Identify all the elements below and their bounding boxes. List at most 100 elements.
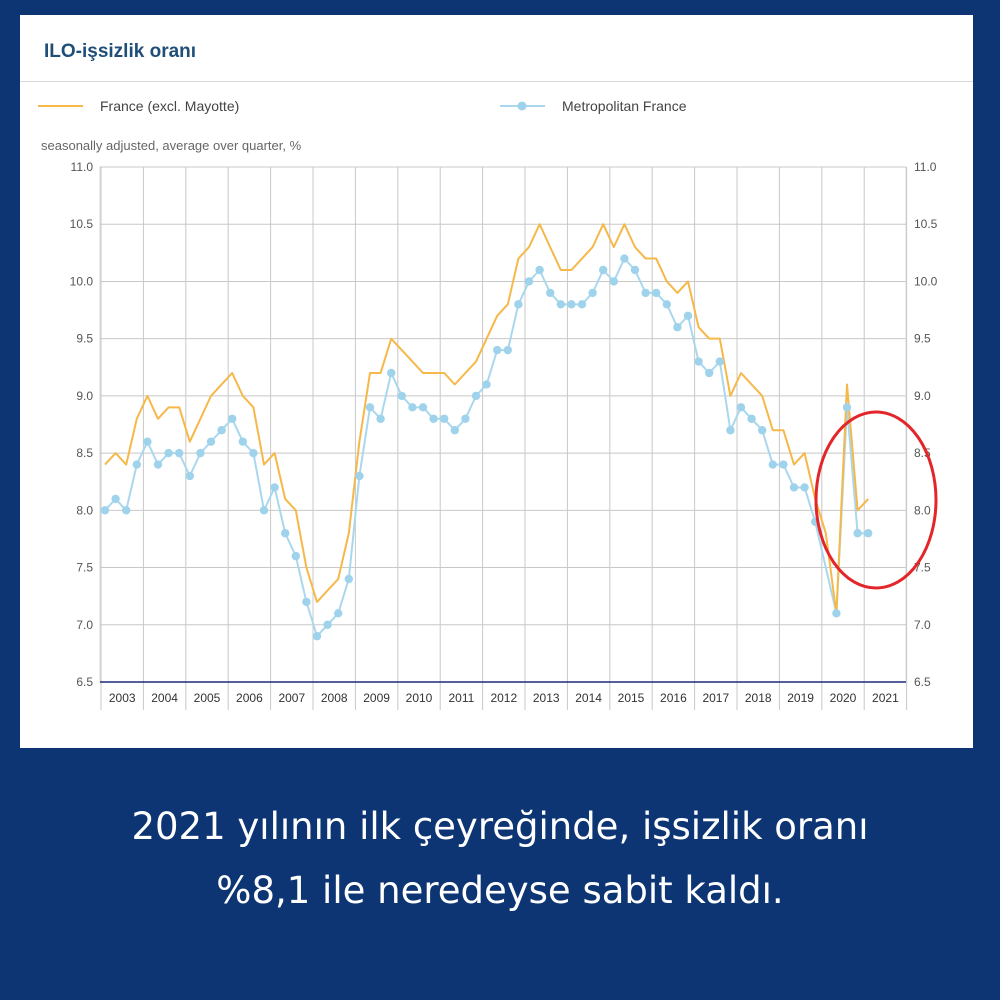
x-tick-label: 2012 xyxy=(490,691,517,705)
legend-metropolitan-marker xyxy=(517,101,527,111)
data-point-metropolitan xyxy=(249,448,258,458)
chart-subtitle: seasonally adjusted, average over quarte… xyxy=(41,138,302,153)
data-point-metropolitan xyxy=(355,471,364,481)
data-point-metropolitan xyxy=(281,529,290,538)
data-point-metropolitan xyxy=(153,460,163,469)
data-point-metropolitan xyxy=(397,391,406,401)
x-tick-label: 2015 xyxy=(618,691,645,705)
data-point-metropolitan xyxy=(556,300,565,309)
data-point-metropolitan xyxy=(535,265,544,275)
data-point-metropolitan xyxy=(630,265,640,275)
caption: 2021 yılının ilk çeyreğinde, işsizlik or… xyxy=(0,795,1000,923)
data-point-metropolitan xyxy=(111,494,120,504)
data-point-metropolitan xyxy=(673,323,682,332)
x-tick-label: 2004 xyxy=(151,691,178,705)
y-tick-label-right: 8.0 xyxy=(914,503,931,517)
data-point-metropolitan xyxy=(217,426,226,435)
data-point-metropolitan xyxy=(408,403,417,412)
x-tick-label: 2016 xyxy=(660,691,687,705)
data-point-metropolitan xyxy=(100,506,110,515)
data-point-metropolitan xyxy=(493,345,502,355)
data-point-metropolitan xyxy=(800,483,809,492)
data-point-metropolitan xyxy=(832,609,841,618)
data-point-metropolitan xyxy=(864,529,873,538)
x-tick-label: 2003 xyxy=(109,691,136,705)
data-point-metropolitan xyxy=(344,574,353,584)
y-tick-label-right: 6.5 xyxy=(914,675,931,689)
data-point-metropolitan xyxy=(270,483,279,492)
y-tick-label-right: 9.0 xyxy=(914,389,931,403)
x-tick-label: 2013 xyxy=(533,691,560,705)
y-tick-label-left: 6.5 xyxy=(76,675,93,689)
x-tick-label: 2005 xyxy=(194,691,221,705)
data-point-metropolitan xyxy=(588,288,597,298)
data-point-metropolitan xyxy=(450,426,459,435)
data-point-metropolitan xyxy=(577,300,587,309)
data-point-metropolitan xyxy=(524,277,534,286)
data-point-metropolitan xyxy=(758,426,767,435)
data-point-metropolitan xyxy=(471,391,481,401)
y-tick-label-left: 8.5 xyxy=(76,446,93,460)
x-tick-label: 2021 xyxy=(872,691,899,705)
y-tick-label-left: 7.0 xyxy=(76,618,93,632)
data-point-metropolitan xyxy=(503,345,512,355)
data-point-metropolitan xyxy=(514,300,523,309)
y-tick-label-right: 10.5 xyxy=(914,217,938,231)
data-point-metropolitan xyxy=(376,414,385,423)
x-tick-label: 2019 xyxy=(787,691,814,705)
data-point-metropolitan xyxy=(440,414,449,423)
data-point-metropolitan xyxy=(779,460,788,469)
x-tick-label: 2008 xyxy=(321,691,348,705)
data-point-metropolitan xyxy=(705,368,714,378)
data-point-metropolitan xyxy=(238,437,247,446)
data-point-metropolitan xyxy=(164,448,173,458)
y-tick-label-left: 9.5 xyxy=(76,332,93,346)
data-point-metropolitan xyxy=(228,414,237,423)
data-point-metropolitan xyxy=(482,380,491,389)
y-tick-label-right: 10.0 xyxy=(914,274,938,288)
data-point-metropolitan xyxy=(736,403,746,412)
data-point-metropolitan xyxy=(302,597,311,607)
data-point-metropolitan xyxy=(789,483,799,492)
highlight-circle xyxy=(814,410,938,590)
data-point-metropolitan xyxy=(132,460,141,469)
data-point-metropolitan xyxy=(726,426,735,435)
y-tick-label-right: 11.0 xyxy=(914,160,937,174)
data-point-metropolitan xyxy=(365,403,375,412)
data-point-metropolitan xyxy=(662,300,671,309)
data-point-metropolitan xyxy=(143,437,152,446)
x-tick-label: 2011 xyxy=(448,691,474,705)
legend-france-label: France (excl. Mayotte) xyxy=(100,98,239,114)
unemployment-line-chart: 6.5 6.57.0 7.07.5 7.58.0 8.08.5 8.59.0 9.09.5 9… xyxy=(38,98,938,710)
data-point-metropolitan xyxy=(387,368,396,378)
y-tick-label-left: 9.0 xyxy=(76,389,93,403)
y-tick-label-left: 8.0 xyxy=(76,503,93,517)
data-point-metropolitan xyxy=(694,357,703,366)
y-tick-label-left: 11.0 xyxy=(71,160,94,174)
data-point-metropolitan xyxy=(122,506,131,515)
title-divider xyxy=(20,81,973,82)
data-point-metropolitan xyxy=(175,448,184,458)
chart-title: ILO-işsizlik oranı xyxy=(44,41,197,62)
y-tick-label-right: 9.5 xyxy=(914,332,931,346)
x-tick-label: 2007 xyxy=(278,691,305,705)
caption-line-2: %8,1 ile neredeyse sabit kaldı. xyxy=(216,869,784,912)
data-point-metropolitan xyxy=(652,288,661,298)
series-line-metropolitan xyxy=(104,257,869,638)
data-point-metropolitan xyxy=(196,448,205,458)
data-point-metropolitan xyxy=(641,288,650,298)
data-point-metropolitan xyxy=(323,620,332,629)
data-point-metropolitan xyxy=(185,471,194,481)
data-point-metropolitan xyxy=(715,357,724,366)
data-point-metropolitan xyxy=(429,414,438,423)
x-tick-label: 2018 xyxy=(745,691,772,705)
x-tick-label: 2020 xyxy=(830,691,857,705)
x-tick-label: 2014 xyxy=(575,691,602,705)
plot-frame xyxy=(99,166,907,683)
data-point-metropolitan xyxy=(259,506,269,515)
data-point-metropolitan xyxy=(747,414,756,423)
x-tick-label: 2009 xyxy=(363,691,390,705)
y-tick-label-left: 10.5 xyxy=(70,217,94,231)
data-point-metropolitan xyxy=(609,277,618,286)
x-tick-label: 2010 xyxy=(406,691,433,705)
